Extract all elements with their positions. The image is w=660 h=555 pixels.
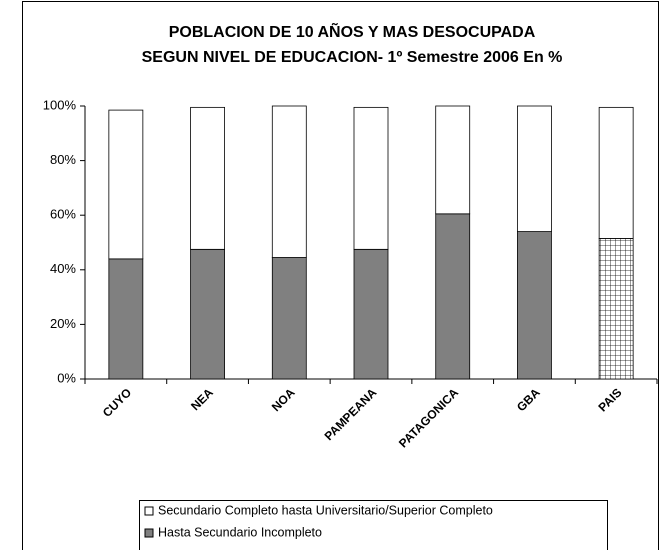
legend-swatch	[144, 506, 154, 516]
frame	[22, 1, 659, 555]
y-tick-label: 100%	[43, 97, 77, 112]
x-tick-label: PAMPEANA	[322, 385, 380, 443]
y-tick-label: 20%	[50, 316, 76, 331]
bar-segment	[190, 248, 225, 380]
bar-segment	[598, 106, 634, 239]
bar-segment	[598, 238, 634, 380]
x-tick-label: PAIS	[595, 385, 624, 414]
bar-segment	[517, 105, 552, 232]
y-tick-label: 60%	[50, 207, 76, 222]
x-tick-label: NEA	[188, 385, 216, 413]
chart-title: POBLACION DE 10 AÑOS Y MAS DESOCUPADA	[169, 21, 536, 41]
x-tick-label: GBA	[514, 385, 543, 414]
legend-label: Secundario Completo hasta Universitario/…	[158, 503, 493, 517]
legend-label: Hasta Secundario Incompleto	[158, 525, 322, 539]
bar-segment	[353, 106, 389, 250]
bar-segment	[108, 109, 144, 260]
y-tick-label: 40%	[50, 261, 76, 276]
y-tick-label: 0%	[57, 370, 76, 385]
legend-box	[139, 500, 608, 555]
bar-segment	[190, 106, 225, 250]
bar-segment	[271, 257, 307, 380]
bar-segment	[435, 213, 471, 380]
chart-subtitle: SEGUN NIVEL DE EDUCACION- 1º Semestre 20…	[142, 49, 563, 66]
bar-segment	[108, 258, 144, 380]
legend-swatch	[144, 528, 154, 538]
bar-segment	[517, 231, 552, 380]
y-tick-label: 80%	[50, 152, 76, 167]
x-tick-label: PATAGONICA	[396, 385, 461, 450]
bar-segment	[271, 105, 307, 258]
bar-segment	[435, 105, 471, 215]
bar-segment	[353, 248, 389, 380]
x-tick-label: CUYO	[100, 385, 134, 419]
x-tick-label: NOA	[269, 385, 298, 414]
